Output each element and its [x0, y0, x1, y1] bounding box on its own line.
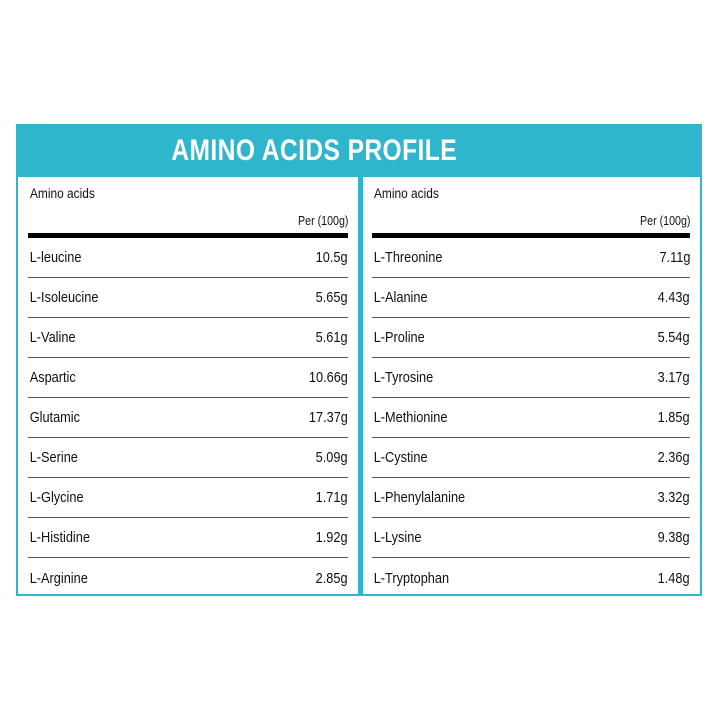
amino-acid-value: 7.11g	[659, 249, 690, 266]
column-divider	[358, 177, 363, 596]
amino-acid-value: 1.92g	[316, 529, 348, 546]
amino-acid-name: L-Tyrosine	[373, 369, 434, 386]
page-title: AMINO ACIDS PROFILE	[171, 133, 457, 167]
amino-acid-name: L-Arginine	[29, 569, 88, 587]
amino-acid-name: L-Serine	[29, 449, 78, 466]
amino-acid-value: 2.36g	[658, 449, 690, 466]
right-unit-label: Per (100g)	[639, 213, 690, 228]
amino-acid-value: 9.38g	[658, 529, 690, 546]
right-column-header: Amino acids	[374, 185, 439, 201]
table-row: L-Histidine 1.92g	[28, 518, 348, 558]
amino-acid-name: L-Cystine	[373, 449, 428, 466]
left-unit-label: Per (100g)	[297, 213, 348, 228]
table-row: L-Isoleucine 5.65g	[28, 278, 348, 318]
table-row: L-Glycine 1.71g	[28, 478, 348, 518]
amino-acid-name: L-Methionine	[373, 409, 448, 426]
right-column: Amino acids Per (100g) L-Threonine 7.11g …	[372, 177, 690, 596]
table-row: L-Lysine 9.38g	[372, 518, 690, 558]
table-row: L-Serine 5.09g	[28, 438, 348, 478]
table-row: L-Tyrosine 3.17g	[372, 358, 690, 398]
left-header-rule	[28, 233, 348, 238]
right-rows: L-Threonine 7.11g L-Alanine 4.43g L-Prolin…	[372, 238, 690, 598]
amino-acid-value: 10.66g	[308, 369, 348, 386]
amino-acid-name: L-Threonine	[373, 249, 443, 266]
right-header-rule	[372, 233, 690, 238]
amino-acid-name: Glutamic	[29, 409, 81, 426]
amino-acid-value: 5.54g	[658, 329, 690, 346]
amino-acid-name: L-Glycine	[29, 489, 84, 506]
amino-acid-name: L-Tryptophan	[373, 569, 450, 587]
table-row: L-Arginine 2.85g	[28, 558, 348, 598]
table-row: L-leucine 10.5g	[28, 238, 348, 278]
amino-acid-value: 3.17g	[658, 369, 690, 386]
table-row: L-Proline 5.54g	[372, 318, 690, 358]
amino-acid-value: 5.65g	[316, 289, 348, 306]
amino-acid-value: 1.48g	[658, 569, 690, 587]
amino-acid-name: L-Valine	[29, 329, 76, 346]
amino-acid-name: L-Alanine	[373, 289, 428, 306]
amino-acid-name: L-Isoleucine	[29, 289, 99, 306]
amino-acid-value: 4.43g	[658, 289, 690, 306]
table-row: L-Threonine 7.11g	[372, 238, 690, 278]
amino-acid-value: 17.37g	[308, 409, 348, 426]
left-rows: L-leucine 10.5g L-Isoleucine 5.65g L-Valin…	[28, 238, 348, 598]
amino-acid-value: 5.61g	[316, 329, 348, 346]
title-banner: AMINO ACIDS PROFILE	[18, 124, 700, 177]
amino-acid-value: 3.32g	[658, 489, 690, 506]
table-row: L-Cystine 2.36g	[372, 438, 690, 478]
amino-acid-name: L-leucine	[29, 249, 82, 266]
amino-acid-name: Aspartic	[29, 369, 76, 386]
amino-acids-table: AMINO ACIDS PROFILE Amino acids Per (100…	[16, 124, 702, 596]
table-row: L-Valine 5.61g	[28, 318, 348, 358]
table-row: L-Phenylalanine 3.32g	[372, 478, 690, 518]
left-column: Amino acids Per (100g) L-leucine 10.5g L-…	[28, 177, 348, 596]
table-row: L-Methionine 1.85g	[372, 398, 690, 438]
amino-acid-name: L-Lysine	[373, 529, 422, 546]
left-column-header: Amino acids	[30, 185, 95, 201]
table-row: L-Tryptophan 1.48g	[372, 558, 690, 598]
amino-acid-name: L-Histidine	[29, 529, 90, 546]
table-row: Glutamic 17.37g	[28, 398, 348, 438]
amino-acid-name: L-Proline	[373, 329, 425, 346]
amino-acid-value: 2.85g	[316, 569, 348, 587]
table-row: Aspartic 10.66g	[28, 358, 348, 398]
amino-acid-value: 5.09g	[316, 449, 348, 466]
amino-acid-value: 1.71g	[316, 489, 348, 506]
amino-acid-value: 10.5g	[316, 249, 348, 266]
amino-acid-name: L-Phenylalanine	[373, 489, 466, 506]
table-row: L-Alanine 4.43g	[372, 278, 690, 318]
amino-acid-value: 1.85g	[658, 409, 690, 426]
